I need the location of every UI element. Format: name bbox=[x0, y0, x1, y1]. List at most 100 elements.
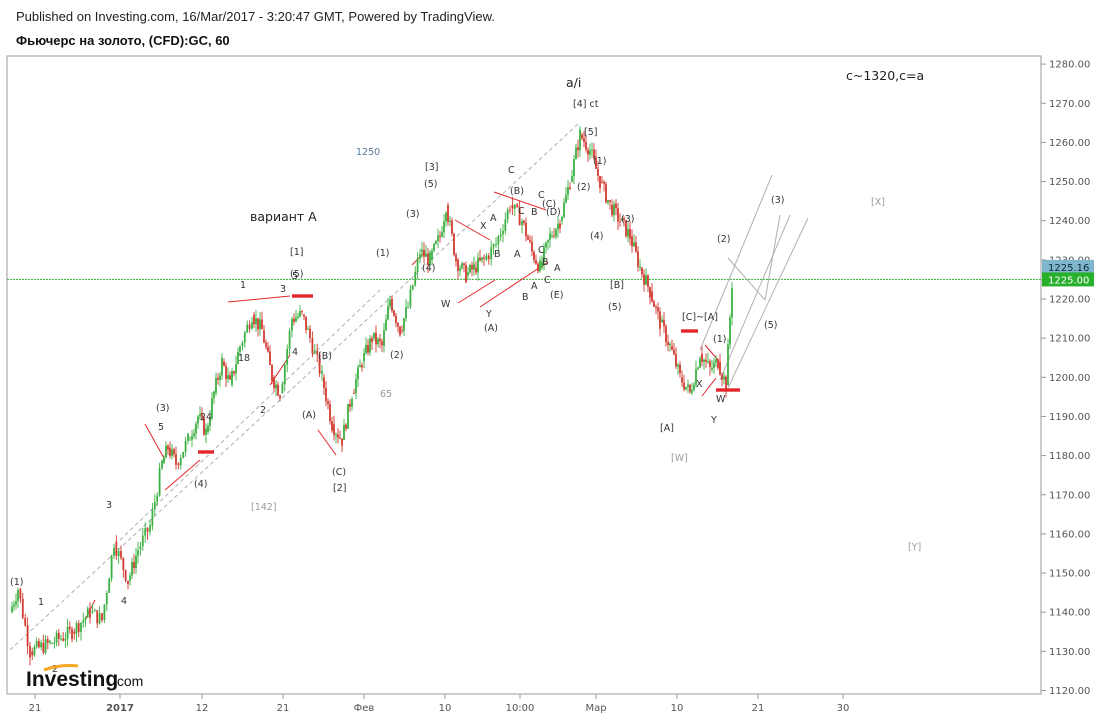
candle-body bbox=[451, 220, 453, 234]
candle-body bbox=[193, 433, 195, 437]
candle-body bbox=[419, 254, 421, 259]
candle-body bbox=[231, 371, 233, 386]
wave-label: X bbox=[480, 221, 487, 232]
wave-label: A bbox=[531, 281, 538, 292]
candle-body bbox=[269, 351, 271, 366]
candle-body bbox=[615, 203, 617, 209]
candle-body bbox=[80, 622, 82, 633]
candle-body bbox=[551, 235, 553, 237]
wave-label: [142] bbox=[251, 502, 277, 513]
candle-body bbox=[619, 221, 621, 223]
candle-body bbox=[555, 229, 557, 237]
wave-label: (C) bbox=[542, 199, 556, 210]
candle-body bbox=[727, 344, 729, 386]
y-tick-label: 1170.00 bbox=[1049, 490, 1090, 501]
candle-body bbox=[581, 134, 583, 139]
wave-label: W bbox=[441, 299, 451, 310]
wave-label: (E) bbox=[550, 290, 563, 301]
wave-label: 1250 bbox=[356, 147, 380, 158]
candle-body bbox=[137, 550, 139, 556]
wave-label: A bbox=[490, 213, 497, 224]
candle-body bbox=[429, 252, 431, 265]
candle-body bbox=[89, 608, 91, 618]
candle-body bbox=[55, 632, 58, 643]
candle-body bbox=[518, 207, 521, 226]
candle-body bbox=[217, 377, 219, 380]
candle-body bbox=[433, 243, 435, 251]
last-price-label: 1225.00 bbox=[1048, 275, 1089, 286]
candle-body bbox=[639, 266, 641, 268]
wave-label: a/i bbox=[566, 75, 581, 90]
candle-body bbox=[495, 244, 497, 246]
y-tick-label: 1120.00 bbox=[1049, 686, 1090, 697]
candle-body bbox=[66, 626, 69, 639]
y-tick-label: 1270.00 bbox=[1049, 99, 1090, 110]
candle-body bbox=[701, 353, 703, 362]
wave-label: (3) bbox=[156, 403, 169, 414]
wave-label: (2) bbox=[717, 234, 730, 245]
candle-body bbox=[361, 365, 363, 368]
trend-line bbox=[9, 123, 579, 651]
candle-body bbox=[355, 379, 357, 394]
candle-body bbox=[33, 646, 36, 656]
candle-body bbox=[316, 350, 319, 355]
candle-body bbox=[26, 625, 29, 646]
candle-body bbox=[329, 404, 331, 422]
candle-body bbox=[73, 631, 76, 634]
candle-body bbox=[225, 365, 227, 379]
candle-body bbox=[387, 306, 389, 320]
candle-body bbox=[124, 570, 127, 581]
candle-body bbox=[511, 205, 514, 209]
candle-body bbox=[229, 375, 231, 380]
candle-body bbox=[71, 629, 73, 640]
candle-body bbox=[667, 342, 669, 345]
candle-body bbox=[373, 332, 375, 339]
candle-body bbox=[731, 288, 733, 318]
candle-body bbox=[207, 425, 209, 433]
candle-body bbox=[465, 264, 467, 283]
x-tick-label: 21 bbox=[277, 703, 290, 714]
logo-swoosh bbox=[43, 664, 79, 672]
candle-body bbox=[337, 434, 339, 438]
x-tick-label: 2017 bbox=[106, 703, 134, 714]
candle-body bbox=[405, 307, 407, 319]
candle-body bbox=[184, 440, 187, 452]
candle-body bbox=[375, 332, 377, 345]
candle-body bbox=[523, 220, 525, 223]
wave-label: [X] bbox=[871, 197, 885, 208]
candle-body bbox=[585, 142, 587, 150]
candle-body bbox=[379, 338, 381, 342]
candle-body bbox=[673, 349, 675, 355]
wave-label: 18 bbox=[238, 353, 250, 364]
y-tick-label: 1130.00 bbox=[1049, 647, 1090, 658]
candle-body bbox=[189, 439, 191, 441]
wave-label: (5) bbox=[424, 179, 437, 190]
candle-body bbox=[427, 253, 429, 265]
candle-body bbox=[425, 253, 427, 257]
candle-body bbox=[693, 384, 695, 391]
candle-body bbox=[24, 617, 27, 626]
candle-body bbox=[411, 285, 414, 290]
candle-body bbox=[609, 200, 611, 202]
candle-body bbox=[463, 263, 465, 265]
x-tick-label: Фев bbox=[354, 703, 375, 714]
candle-body bbox=[42, 642, 45, 653]
candle-body bbox=[481, 257, 483, 261]
candle-body bbox=[421, 249, 423, 253]
logo-suffix: .com bbox=[113, 673, 143, 689]
candle-body bbox=[557, 223, 559, 230]
candle-body bbox=[521, 221, 523, 226]
candle-body bbox=[117, 551, 120, 556]
candle-body bbox=[539, 260, 541, 272]
candle-body bbox=[471, 265, 473, 270]
candle-body bbox=[149, 525, 151, 532]
wave-label: (5) bbox=[764, 320, 777, 331]
y-axis: 1120.00 1130.00 1140.00 1150.00 1160.00 1170.… bbox=[1041, 60, 1090, 697]
wave-label: (2) bbox=[390, 350, 403, 361]
wave-label: (2) bbox=[577, 182, 590, 193]
candle-body bbox=[697, 367, 699, 370]
wave-label: (3) bbox=[406, 209, 419, 220]
candle-body bbox=[573, 159, 575, 176]
candle-body bbox=[571, 175, 573, 182]
